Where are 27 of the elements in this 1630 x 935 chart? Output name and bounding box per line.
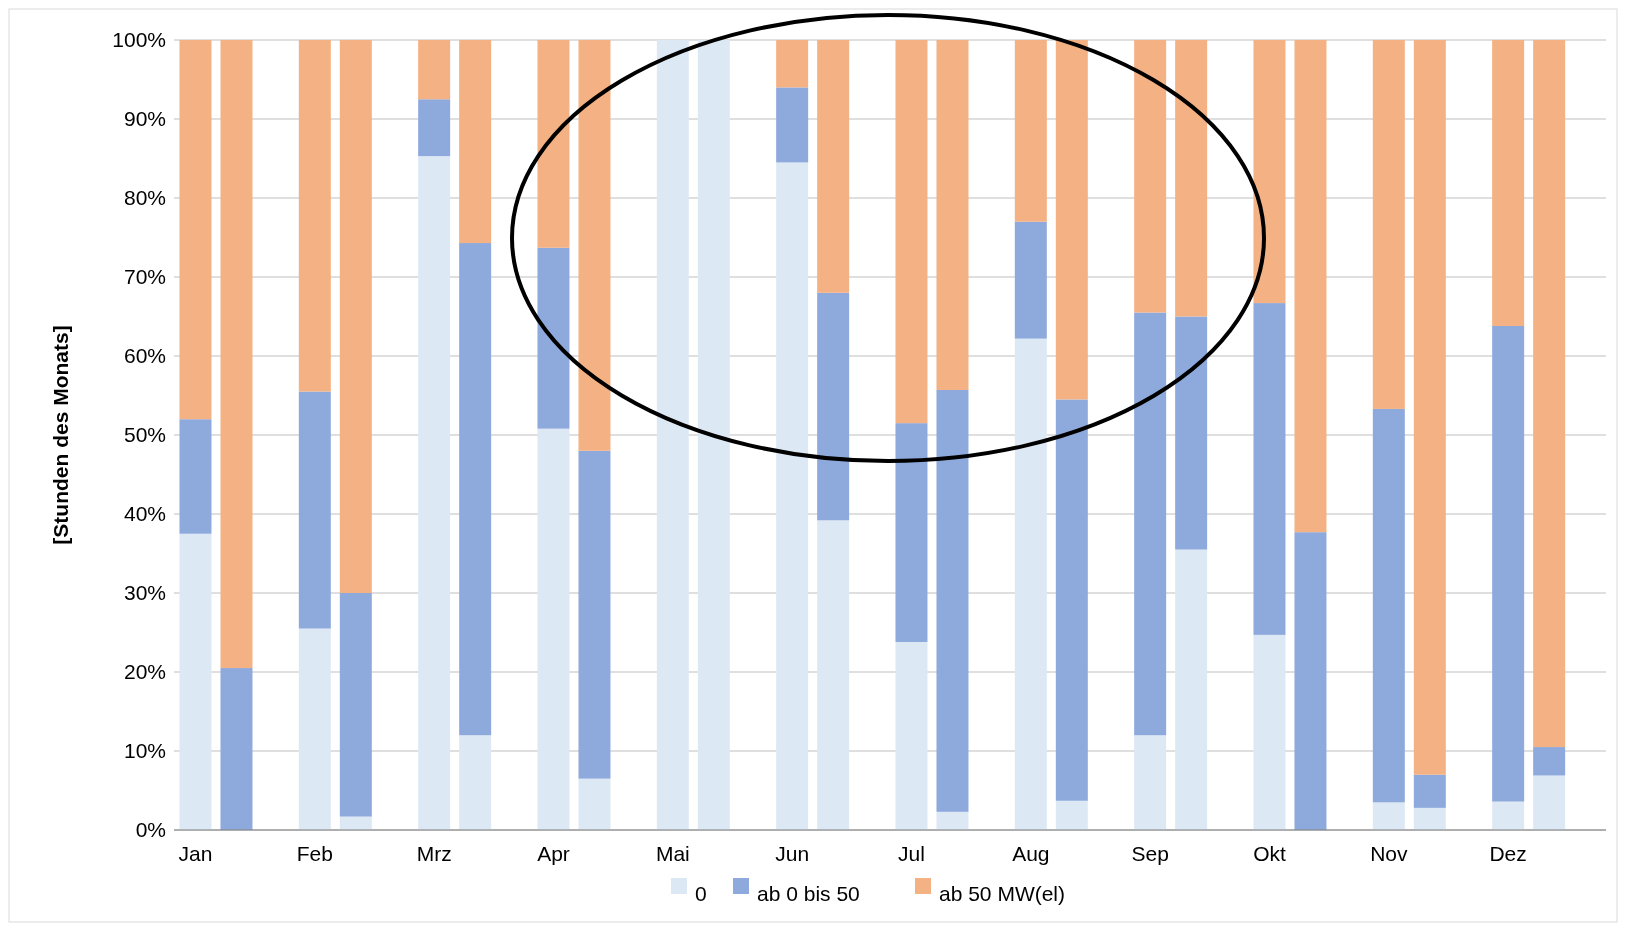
x-tick-label: Nov xyxy=(1370,842,1408,865)
y-tick-label: 0% xyxy=(135,818,166,842)
x-tick-label: Sep xyxy=(1131,842,1169,865)
x-tick-label: Jun xyxy=(775,842,810,865)
x-tick-label: Okt xyxy=(1253,842,1286,865)
y-tick-label: 80% xyxy=(123,186,166,210)
legend-label: ab 50 MW(el) xyxy=(939,882,1066,906)
x-tick-label: Apr xyxy=(537,842,570,865)
x-tick-label: Mai xyxy=(655,842,690,865)
y-tick-label: 50% xyxy=(123,423,166,447)
x-tick-label: Jul xyxy=(898,842,925,865)
y-tick-label: 40% xyxy=(123,502,166,526)
y-tick-label: 10% xyxy=(123,739,166,763)
x-tick-label: Dez xyxy=(1489,842,1527,865)
y-tick-label: 30% xyxy=(123,581,166,605)
x-tick-label: Aug xyxy=(1012,842,1050,865)
x-tick-label: Feb xyxy=(296,842,333,865)
y-axis-title: [Stunden des Monats] xyxy=(49,325,72,545)
y-tick-label: 20% xyxy=(123,660,166,684)
legend-label: 0 xyxy=(695,882,707,906)
x-tick-label: Mrz xyxy=(416,842,452,865)
y-tick-label: 100% xyxy=(112,28,166,52)
y-tick-label: 60% xyxy=(123,344,166,368)
legend-label: ab 0 bis 50 xyxy=(757,882,860,906)
y-tick-label: 90% xyxy=(123,107,166,131)
x-tick-label: Jan xyxy=(178,842,213,865)
y-tick-label: 70% xyxy=(123,265,166,289)
